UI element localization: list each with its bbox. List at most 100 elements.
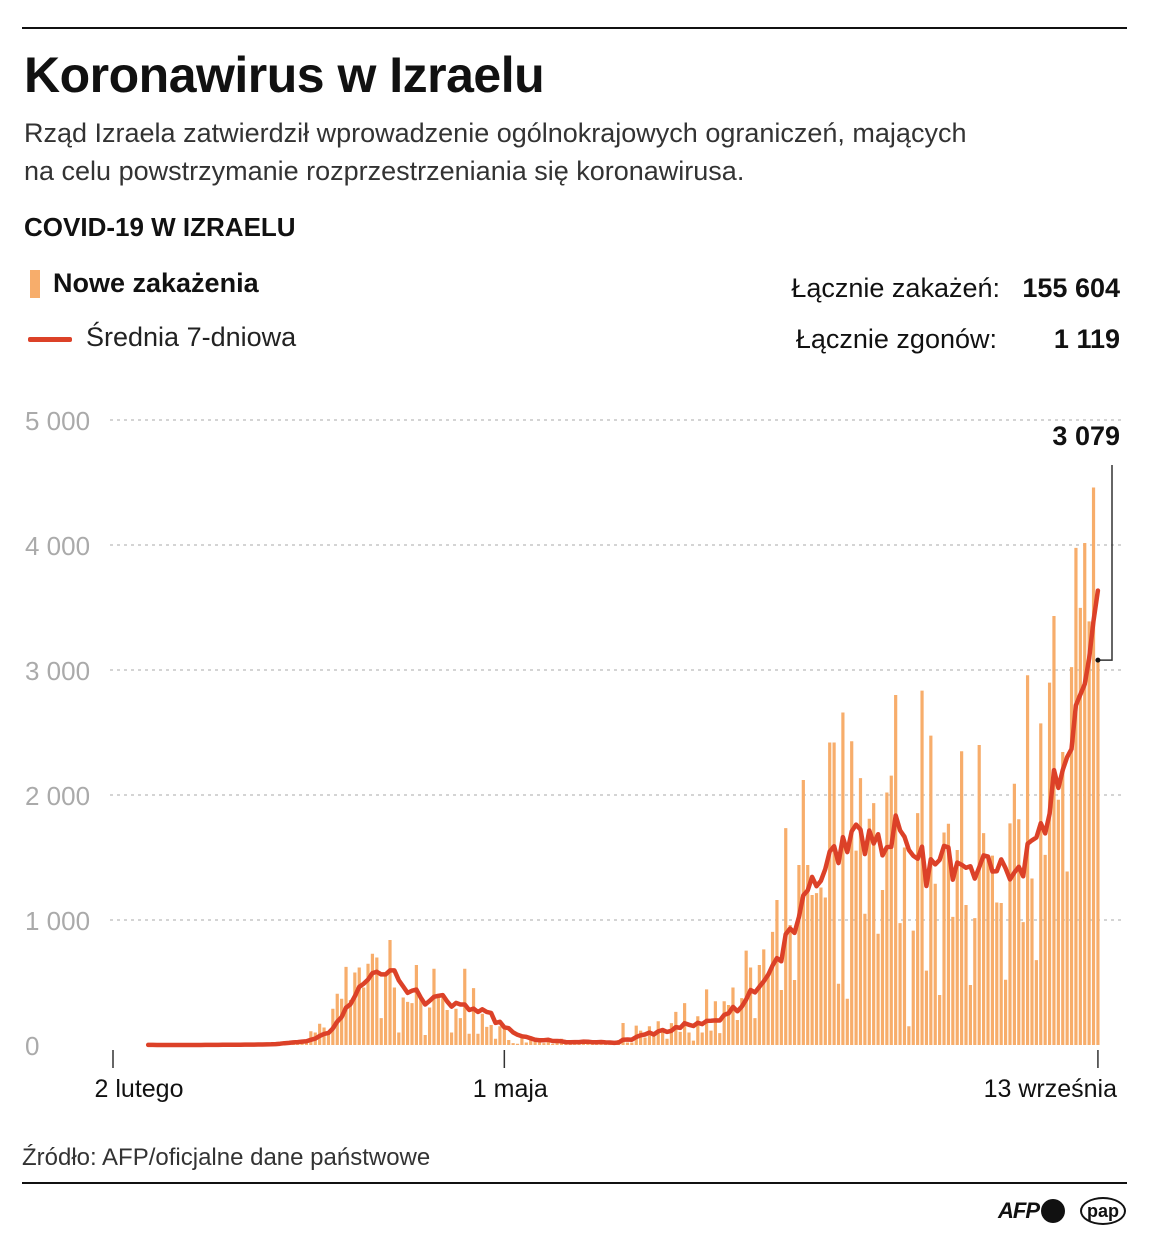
- x-tick-label: 1 maja: [473, 1075, 548, 1103]
- bar: [1078, 607, 1082, 1045]
- bar: [929, 735, 933, 1045]
- bar: [960, 751, 964, 1045]
- bar: [480, 1013, 484, 1045]
- bar: [775, 900, 779, 1045]
- bar: [977, 745, 981, 1045]
- bar: [1061, 752, 1065, 1045]
- bar: [515, 1043, 520, 1045]
- bar: [471, 988, 476, 1045]
- bar: [489, 1025, 493, 1045]
- bar: [678, 1031, 682, 1045]
- bar: [1065, 871, 1069, 1045]
- bar: [353, 972, 357, 1045]
- bar: [792, 980, 797, 1045]
- total-deaths-label: Łącznie zgonów:: [795, 324, 997, 354]
- bar: [379, 1018, 383, 1045]
- bar: [507, 1040, 511, 1045]
- total-deaths-value: 1 119: [1053, 324, 1120, 354]
- chart-title: COVID-19 W IZRAELU: [24, 212, 296, 242]
- bar: [876, 933, 880, 1045]
- bar: [894, 695, 898, 1045]
- bar: [630, 1042, 634, 1045]
- bar: [436, 995, 440, 1045]
- bar: [410, 1003, 414, 1045]
- bar: [920, 690, 924, 1045]
- bar: [924, 970, 929, 1045]
- pap-logo: pap: [1080, 1197, 1126, 1225]
- legend-bars-swatch: [30, 270, 40, 298]
- bar: [401, 997, 405, 1045]
- bar: [537, 1042, 542, 1045]
- bar: [819, 887, 823, 1045]
- bar: [384, 972, 388, 1045]
- bar: [555, 1042, 559, 1045]
- bar: [366, 963, 370, 1045]
- x-tick-label: 2 lutego: [95, 1075, 184, 1103]
- bar: [1087, 621, 1091, 1045]
- bar: [753, 1018, 757, 1045]
- bar: [603, 1044, 608, 1045]
- y-tick-label: 2 000: [25, 781, 90, 811]
- bar: [687, 1032, 691, 1045]
- bar: [788, 925, 792, 1045]
- bar: [938, 995, 942, 1045]
- bar: [1003, 979, 1008, 1045]
- bar: [722, 1001, 726, 1045]
- bar: [691, 1040, 696, 1045]
- y-tick-label: 5 000: [25, 406, 90, 436]
- bar: [968, 985, 973, 1045]
- bar: [779, 990, 783, 1045]
- bar: [814, 893, 819, 1045]
- bar: [1052, 616, 1056, 1045]
- seven-day-average-line: [145, 588, 1101, 1048]
- bar: [370, 953, 375, 1045]
- bar: [1008, 823, 1012, 1045]
- bar: [647, 1026, 652, 1045]
- bar: [806, 865, 810, 1045]
- annotation-dot: [1095, 657, 1101, 663]
- y-tick-label: 0: [25, 1031, 39, 1061]
- bar: [762, 949, 766, 1045]
- bar: [625, 1042, 630, 1045]
- bar: [757, 965, 761, 1045]
- legend-line-label: Średnia 7-dniowa: [86, 322, 297, 352]
- bar: [524, 1042, 528, 1045]
- bar: [652, 1036, 656, 1045]
- page-title: Koronawirus w Izraelu: [24, 47, 545, 103]
- bar: [445, 1010, 449, 1045]
- bar: [907, 1026, 911, 1045]
- bar: [709, 1030, 713, 1045]
- bar: [872, 803, 876, 1045]
- bar: [520, 1035, 524, 1045]
- bar: [990, 855, 994, 1045]
- bar: [946, 823, 951, 1045]
- bar: [731, 987, 735, 1045]
- bar: [718, 1033, 722, 1045]
- bar: [423, 1035, 427, 1045]
- bar: [546, 1041, 550, 1045]
- bar: [419, 996, 423, 1045]
- legend-bars-label: Nowe zakażenia: [53, 268, 259, 298]
- bar: [414, 965, 418, 1045]
- bar: [476, 1033, 480, 1045]
- bar: [449, 1032, 454, 1045]
- total-cases-label: Łącznie zakażeń:: [791, 273, 1000, 303]
- bar: [375, 957, 379, 1045]
- bar: [454, 1008, 458, 1045]
- bar: [770, 931, 775, 1045]
- bar: [801, 780, 805, 1045]
- bar: [982, 833, 986, 1045]
- bar: [511, 1043, 515, 1045]
- bar: [1012, 783, 1016, 1045]
- bar: [661, 1032, 665, 1045]
- bar: [766, 975, 770, 1045]
- bar: [999, 903, 1003, 1045]
- annotation-leader-line: [1097, 465, 1113, 661]
- legend-line-swatch: [28, 337, 72, 342]
- annotation-label: 3 079: [1052, 421, 1120, 451]
- bar: [348, 1000, 353, 1045]
- bar: [898, 923, 902, 1045]
- bar: [427, 1007, 432, 1045]
- bar: [643, 1037, 647, 1045]
